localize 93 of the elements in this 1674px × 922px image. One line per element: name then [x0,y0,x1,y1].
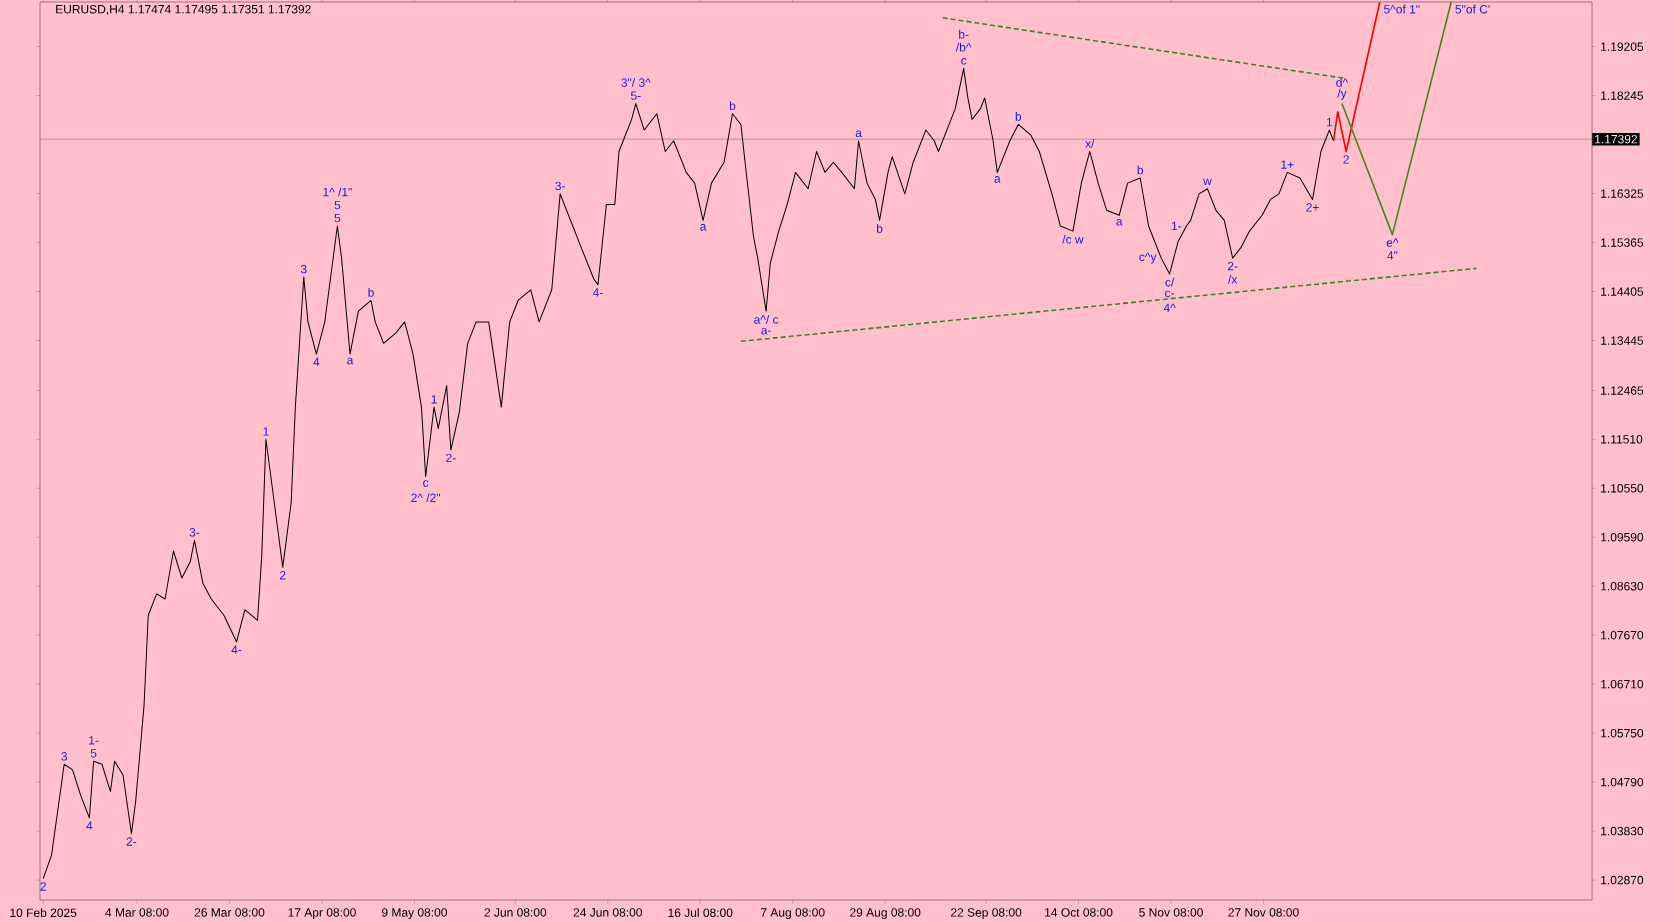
annotation: 3 [61,752,67,761]
annotation: /y [1337,88,1347,100]
annotation: c/ [1165,277,1175,287]
y-tick-label: 1.06710 [1601,679,1644,689]
annotation: a^/ c [754,314,779,324]
y-tick-label: 1.19205 [1601,42,1644,51]
annotation: a [994,176,1001,183]
x-tick-label: 5 Nov 08:00 [1139,908,1203,917]
annotation: 1 [1326,118,1333,127]
y-tick-label: 1.07670 [1601,630,1644,640]
y-tick-label: 1.04790 [1601,777,1644,787]
annotation: 4^ [1163,303,1176,312]
x-tick-label: 24 Jun 08:00 [573,908,642,917]
annotation: w [1203,178,1212,186]
annotation: /x [1228,274,1238,284]
annotation: d^ [1336,78,1349,87]
y-tick-label: 1.14405 [1601,287,1644,296]
annotation: a [855,130,862,138]
annotation: c^y [1139,252,1157,264]
annotation: 2 [40,882,46,891]
y-tick-label: 1.15365 [1601,238,1644,247]
y-tick-label: 1.02870 [1601,875,1644,885]
annotation: 4 [313,357,320,367]
annotation: 3- [189,528,200,537]
x-tick-label: 4 Mar 08:00 [105,908,169,917]
x-tick-label: 9 May 08:00 [381,908,447,920]
annotation: 1+ [1281,160,1294,169]
x-tick-label: 10 Feb 2025 [10,908,77,917]
annotation: 1 [431,395,437,404]
annotation: 2- [446,453,456,463]
y-tick-label: 1.09590 [1601,532,1644,542]
annotation: 4- [592,288,603,297]
annotation: a [1116,218,1123,226]
y-tick-label: 1.11510 [1601,435,1643,444]
annotation: 1- [1171,221,1182,231]
x-tick-label: 16 Jul 08:00 [668,908,733,917]
y-tick-label: 1.05750 [1601,728,1644,738]
annotation: 2- [126,837,137,846]
x-tick-label: 17 Apr 08:00 [288,908,356,920]
annotation: c [423,480,429,487]
x-tick-label: 14 Oct 08:00 [1045,908,1113,917]
annotation: a [347,357,354,365]
y-tick-label: 1.18245 [1601,91,1644,100]
annotation: b [368,287,374,297]
annotation: 3 [300,264,307,274]
annotation: 4- [231,645,242,654]
annotation: b [729,101,736,111]
x-tick-label: 27 Nov 08:00 [1228,908,1299,917]
annotation: e^ [1386,238,1399,247]
x-tick-label: 2 Jun 08:00 [484,908,547,917]
chart-title: EURUSD,H4 1.17474 1.17495 1.17351 1.17392 [56,4,311,15]
ref-line-label: 1.17392 [1595,134,1638,144]
annotation: a [700,224,707,231]
annotation: b [1137,165,1144,175]
annotation: 5- [630,91,641,100]
annotation: b- [959,29,969,39]
y-tick-label: 1.10550 [1601,484,1644,493]
annotation: 2^ /2" [411,493,441,503]
y-tick-label: 1.08630 [1601,581,1644,591]
annotation: 5 [334,213,341,223]
annotation: 4" [1387,251,1398,260]
x-tick-label: 26 Mar 08:00 [194,908,265,917]
annotation: 5"of C' [1455,4,1490,14]
annotation: 4 [86,821,93,830]
annotation: b [877,224,883,233]
x-tick-label: 7 Aug 08:00 [760,908,825,920]
annotation: 5 [90,749,97,758]
annotation: x/ [1085,138,1095,148]
y-tick-label: 1.12465 [1601,386,1644,395]
annotation: 2 [1343,155,1349,164]
x-tick-label: 22 Sep 08:00 [950,908,1022,920]
annotation: 2- [1227,261,1238,271]
annotation: 3"/ 3^ [621,78,651,87]
y-tick-label: 1.13445 [1601,336,1644,345]
annotation: 2 [280,571,286,580]
annotation: c- [1165,290,1175,298]
annotation: /c w [1062,234,1084,244]
annotation: 5 [334,200,341,210]
y-tick-label: 1.03830 [1601,826,1644,836]
y-tick-label: 1.16325 [1601,189,1644,198]
annotation: 2+ [1306,203,1319,212]
annotation: c [961,58,967,65]
annotation: a- [761,327,771,335]
line-series [42,67,1335,880]
annotation: 1 [263,427,269,436]
line-series [1332,1,1381,153]
x-tick-label: 29 Aug 08:00 [850,908,921,920]
annotation: b [1015,111,1022,121]
annotation: 1- [89,736,99,745]
annotation: 1^ /1" [323,187,352,197]
annotation: 3- [555,181,565,191]
annotation: /b^ [955,42,972,52]
annotation: 5^of 1" [1383,4,1420,14]
